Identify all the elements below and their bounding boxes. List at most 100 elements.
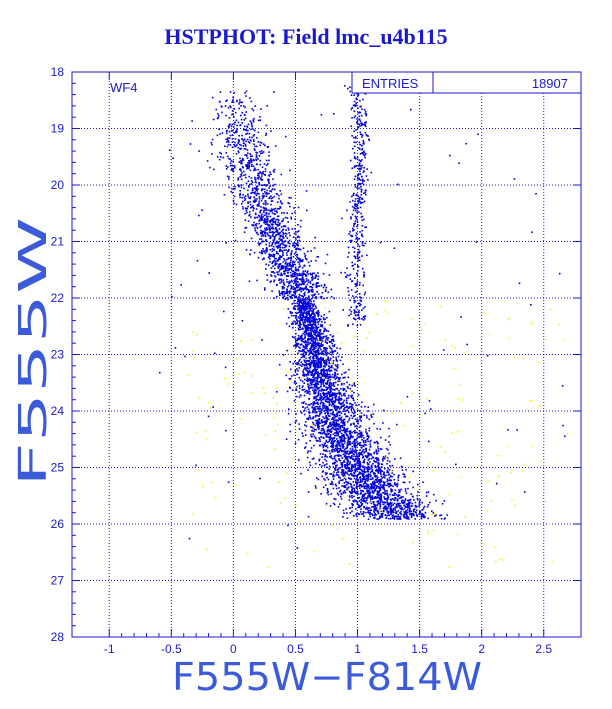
data-point: [304, 324, 307, 327]
data-point: [318, 374, 320, 377]
data-point: [278, 269, 281, 271]
data-point: [316, 421, 318, 424]
data-point: [294, 344, 297, 347]
data-point: [290, 218, 293, 220]
data-point: [305, 308, 307, 311]
data-point: [329, 382, 331, 384]
data-point: [316, 349, 319, 352]
data-point: [354, 499, 356, 501]
data-point: [330, 385, 333, 387]
data-point: [334, 461, 337, 464]
data-point: [385, 447, 388, 450]
data-point: [276, 260, 279, 262]
data-point: [373, 503, 375, 505]
data-point: [372, 413, 375, 415]
data-point: [345, 455, 347, 458]
data-point: [264, 207, 267, 210]
data-point: [338, 480, 340, 483]
data-point: [331, 440, 333, 443]
data-point: [320, 412, 323, 414]
data-point: [333, 503, 336, 506]
data-point: [362, 466, 364, 468]
data-point: [230, 169, 233, 171]
data-point: [294, 304, 296, 307]
data-point: [261, 258, 264, 261]
data-point: [362, 461, 364, 464]
data-point: [236, 100, 238, 103]
data-point: [231, 113, 233, 116]
data-point: [325, 473, 327, 476]
data-point: [356, 503, 359, 505]
data-point: [382, 486, 385, 489]
data-point: [358, 442, 361, 444]
data-point: [317, 342, 319, 345]
data-point: [244, 227, 246, 229]
data-point: [348, 468, 351, 471]
data-point: [255, 169, 257, 171]
data-point: [380, 480, 383, 482]
data-point: [353, 477, 356, 480]
data-point: [302, 385, 304, 387]
data-point: [289, 368, 292, 371]
data-point: [302, 346, 305, 348]
data-point: [246, 138, 249, 141]
data-point: [295, 280, 298, 282]
data-point: [329, 435, 331, 438]
data-point: [245, 164, 247, 166]
data-point: [244, 125, 246, 128]
data-point: [297, 311, 299, 314]
data-point: [366, 416, 368, 419]
data-point: [361, 496, 364, 498]
data-point: [300, 301, 302, 304]
data-point: [246, 149, 249, 151]
data-point: [300, 350, 302, 352]
data-point: [324, 335, 326, 338]
data-point: [261, 232, 263, 235]
data-point: [326, 435, 328, 438]
data-point: [296, 236, 299, 238]
data-point: [317, 331, 319, 334]
data-point: [262, 196, 265, 198]
data-point: [323, 385, 326, 387]
data-point: [272, 241, 274, 244]
data-point: [400, 488, 402, 491]
data-point: [257, 141, 260, 143]
data-point: [300, 311, 302, 314]
data-point: [335, 356, 337, 359]
data-point: [225, 114, 227, 117]
data-point: [258, 182, 260, 184]
data-point: [258, 184, 261, 186]
data-point: [244, 212, 246, 215]
data-point: [386, 469, 389, 472]
data-point: [356, 464, 359, 467]
data-point: [360, 412, 363, 414]
data-point: [307, 418, 310, 421]
data-point: [323, 393, 325, 396]
data-point: [356, 483, 358, 486]
data-point: [387, 497, 390, 499]
data-point: [410, 513, 412, 515]
data-point: [340, 416, 343, 419]
data-point: [367, 437, 369, 440]
data-point: [384, 455, 387, 458]
data-point: [253, 196, 255, 198]
data-point: [351, 394, 354, 397]
data-point: [271, 243, 274, 245]
data-point: [355, 491, 358, 494]
data-point: [359, 479, 362, 481]
data-point: [315, 414, 318, 417]
data-point: [327, 330, 330, 333]
data-point: [299, 319, 301, 322]
data-point: [339, 393, 341, 396]
data-point: [406, 511, 409, 514]
data-point: [261, 188, 263, 190]
data-point: [245, 210, 248, 212]
data-point: [226, 139, 229, 141]
data-point: [298, 301, 301, 304]
data-point: [322, 397, 325, 399]
data-point: [302, 273, 305, 276]
data-point: [279, 190, 281, 192]
data-point: [301, 365, 303, 367]
data-point: [305, 330, 308, 333]
data-point: [357, 493, 359, 495]
